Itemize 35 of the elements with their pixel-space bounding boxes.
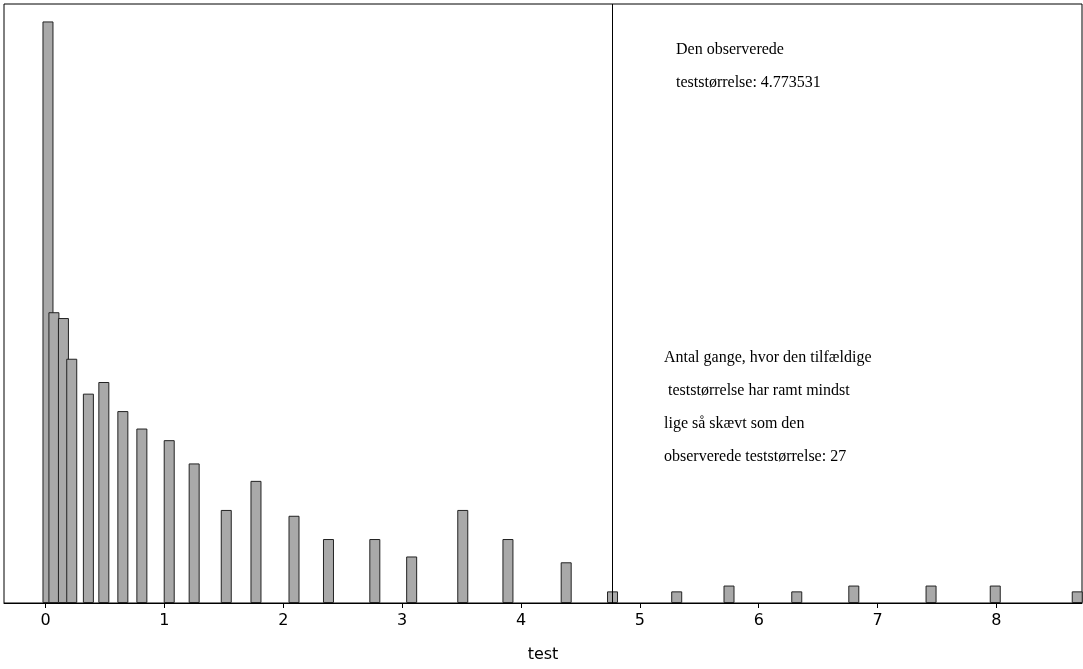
annotation: Den observerede teststørrelse: 4.773531 [676, 40, 821, 90]
x-tick-label: 4 [515, 609, 527, 629]
bar [188, 463, 200, 603]
x-tick-label: 3 [397, 609, 408, 629]
x-tick-label: 0 [40, 609, 51, 629]
x-tick-label: 2 [278, 609, 289, 629]
bar [117, 411, 129, 603]
bar [560, 562, 572, 603]
bar [457, 509, 469, 603]
x-axis-title: test [527, 643, 559, 663]
bar [502, 539, 514, 603]
x-tick-label: 6 [753, 609, 764, 629]
bar [98, 382, 110, 603]
annotation: Antal gange, hvor den tilfældige teststørrelse har ramt mindst lige så skævt som den observerede teststørrelse: 27 [664, 348, 872, 464]
bar [406, 556, 418, 603]
bar [322, 539, 334, 603]
bar [848, 585, 860, 603]
x-tick-label: 7 [872, 609, 883, 629]
bar [791, 591, 803, 603]
x-tick-label: 8 [991, 609, 1002, 629]
bar [82, 393, 94, 603]
bar [1071, 591, 1083, 603]
bar [369, 539, 381, 603]
bar [136, 428, 148, 603]
bar [989, 585, 1001, 603]
bar [925, 585, 937, 603]
x-tick-label: 5 [634, 609, 645, 629]
bar [250, 480, 262, 603]
bar [220, 509, 232, 603]
bar [288, 515, 300, 603]
bar [163, 440, 175, 603]
bar [723, 585, 735, 603]
x-tick-label: 1 [159, 609, 170, 629]
bar [607, 591, 619, 603]
bar [671, 591, 683, 603]
